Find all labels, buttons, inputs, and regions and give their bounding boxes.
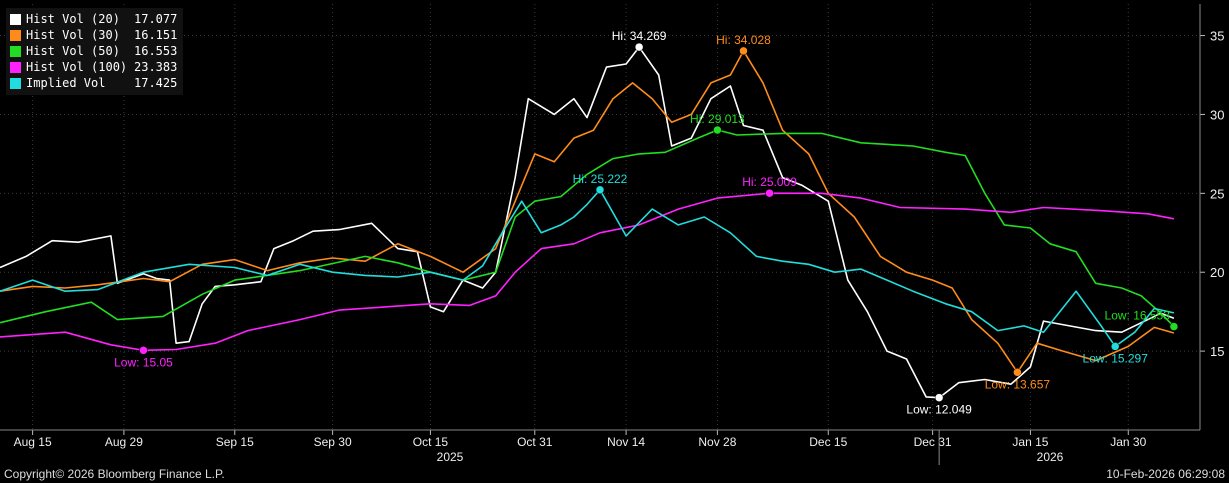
legend-swatch (10, 29, 21, 41)
x-tick-label: Sep 30 (314, 435, 352, 449)
extreme-marker (739, 46, 748, 56)
legend-swatch (10, 45, 21, 57)
extreme-label: Hi: 34.269 (612, 29, 667, 43)
extreme-label: Low: 15.297 (1083, 351, 1149, 365)
x-tick-label: Sep 15 (216, 435, 254, 449)
y-tick-label: 25 (1210, 186, 1224, 201)
extreme-label: Low: 16.553 (1105, 309, 1171, 323)
legend-item[interactable]: Implied Vol 17.425 (10, 75, 177, 91)
copyright-text: Copyright© 2026 Bloomberg Finance L.P. (4, 467, 225, 481)
extreme-marker (634, 42, 644, 52)
extreme-label: Low: 12.049 (906, 403, 972, 417)
extreme-marker (1013, 368, 1022, 377)
x-tick-label: Jan 30 (1110, 435, 1146, 449)
legend-label: Hist Vol (100) (26, 60, 128, 74)
legend-value: 16.151 (134, 28, 178, 42)
legend-value: 16.553 (134, 44, 178, 58)
legend-value: 23.383 (134, 60, 178, 74)
legend-label: Hist Vol (50) (26, 44, 120, 58)
legend-label: Hist Vol (30) (26, 28, 120, 42)
extreme-label: Low: 15.05 (114, 355, 173, 369)
x-tick-label: Aug 15 (14, 435, 52, 449)
x-tick-label: Oct 31 (517, 435, 553, 449)
legend-label: Hist Vol (20) (26, 12, 120, 26)
footer: Copyright© 2026 Bloomberg Finance L.P. 1… (0, 467, 1229, 483)
y-tick-label: 35 (1210, 29, 1224, 44)
extreme-marker (1110, 342, 1120, 351)
series-line-4 (0, 189, 1175, 348)
extreme-marker (1169, 322, 1179, 331)
legend-item[interactable]: Hist Vol (50) 16.553 (10, 43, 177, 59)
extreme-label: Hi: 25.009 (742, 175, 797, 189)
extreme-label: Low: 13.657 (985, 377, 1051, 391)
series-line-3 (0, 192, 1175, 352)
y-tick-label: 20 (1210, 265, 1224, 280)
y-tick-label: 30 (1210, 107, 1224, 122)
legend-item[interactable]: Hist Vol (30) 16.151 (10, 27, 177, 43)
legend-swatch (10, 61, 21, 73)
legend-swatch (10, 13, 21, 25)
x-tick-label: Dec 31 (914, 435, 952, 449)
extreme-label: Hi: 25.222 (573, 172, 628, 186)
x-tick-label: Oct 15 (413, 435, 449, 449)
extreme-marker (765, 188, 774, 198)
year-label: 2025 (437, 450, 464, 464)
series-lines (0, 46, 1175, 399)
x-tick-label: Jan 15 (1012, 435, 1048, 449)
y-tick-label: 15 (1210, 344, 1224, 359)
series-line-2 (0, 129, 1175, 328)
legend-item[interactable]: Hist Vol (100) 23.383 (10, 59, 177, 75)
extreme-label: Hi: 34.028 (716, 33, 771, 47)
series-line-1 (0, 50, 1175, 374)
legend-value: 17.425 (134, 76, 178, 90)
legend-item[interactable]: Hist Vol (20) 17.077 (10, 11, 177, 27)
extreme-label: Hi: 29.013 (690, 112, 745, 126)
legend-value: 17.077 (134, 12, 178, 26)
grid-lines (0, 4, 1200, 430)
extreme-marker (713, 125, 722, 135)
legend: Hist Vol (20) 17.077 Hist Vol (30) 16.15… (6, 8, 184, 95)
timestamp-text: 10-Feb-2026 06:29:08 (1106, 467, 1225, 481)
legend-swatch (10, 77, 21, 89)
annotations: Hi: 34.269 Hi: 34.028 Hi: 29.013 Hi: 25.222… (114, 29, 1179, 417)
x-tick-label: Aug 29 (105, 435, 143, 449)
x-tick-label: Nov 14 (607, 435, 645, 449)
legend-label: Implied Vol (26, 76, 106, 90)
extreme-marker (139, 346, 148, 355)
x-tick-label: Nov 28 (698, 435, 736, 449)
year-label: 2026 (1037, 450, 1064, 464)
x-tick-label: Dec 15 (809, 435, 847, 449)
extreme-marker (595, 185, 605, 195)
extreme-marker (934, 393, 944, 402)
series-line-0 (0, 46, 1175, 399)
